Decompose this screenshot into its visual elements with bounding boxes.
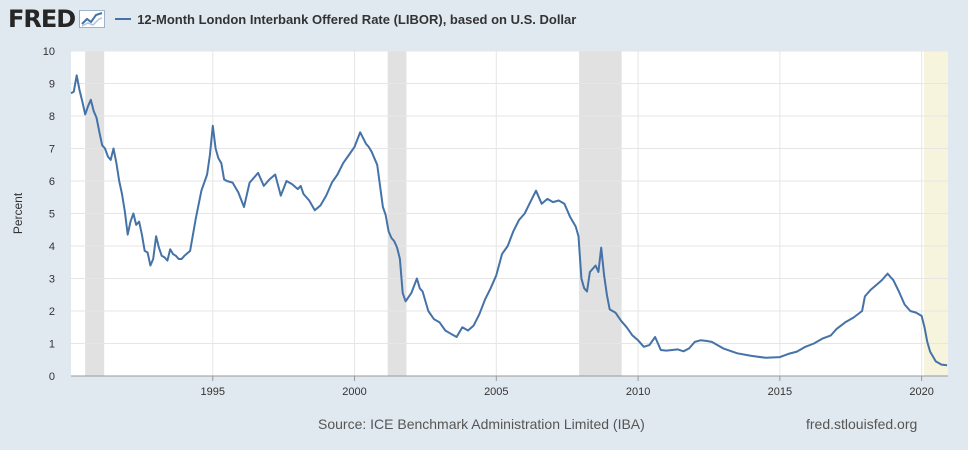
y-tick-label: 2 bbox=[49, 306, 55, 318]
fred-logo[interactable]: FRED bbox=[8, 5, 106, 33]
legend-label: 12-Month London Interbank Offered Rate (… bbox=[137, 11, 577, 27]
y-tick-label: 4 bbox=[49, 241, 55, 253]
y-axis-ticks: 0 1 2 3 4 5 6 7 8 9 10 bbox=[43, 46, 55, 383]
site-link[interactable]: fred.stlouisfed.org bbox=[806, 416, 918, 432]
x-tick-label: 2020 bbox=[909, 386, 933, 398]
y-tick-label: 7 bbox=[49, 144, 55, 156]
y-tick-label: 1 bbox=[49, 339, 55, 351]
chart-legend: 12-Month London Interbank Offered Rate (… bbox=[115, 12, 576, 27]
x-tick-label: 1995 bbox=[201, 386, 225, 398]
y-tick-label: 0 bbox=[49, 371, 55, 383]
chart-header: FRED 12-Month London Interbank Offered R… bbox=[8, 4, 576, 34]
x-tick-label: 2015 bbox=[768, 386, 792, 398]
fred-logo-text: FRED bbox=[8, 5, 76, 33]
y-tick-label: 3 bbox=[49, 274, 55, 286]
gridlines bbox=[71, 50, 948, 376]
y-tick-label: 5 bbox=[49, 209, 55, 221]
y-axis-label: Percent bbox=[11, 192, 25, 234]
x-tick-label: 2005 bbox=[484, 386, 508, 398]
y-tick-label: 10 bbox=[43, 46, 55, 58]
source-note: Source: ICE Benchmark Administration Lim… bbox=[318, 416, 645, 432]
y-tick-label: 6 bbox=[49, 176, 55, 188]
x-tick-label: 2010 bbox=[626, 386, 650, 398]
line-chart-icon bbox=[79, 10, 106, 28]
legend-swatch bbox=[115, 18, 132, 20]
y-tick-label: 9 bbox=[49, 79, 55, 91]
series-line bbox=[70, 74, 948, 367]
series-group bbox=[70, 74, 948, 367]
x-axis-ticks: 1995 2000 2005 2010 2015 2020 bbox=[201, 376, 934, 398]
y-tick-label: 8 bbox=[49, 111, 55, 123]
x-tick-label: 2000 bbox=[342, 386, 366, 398]
